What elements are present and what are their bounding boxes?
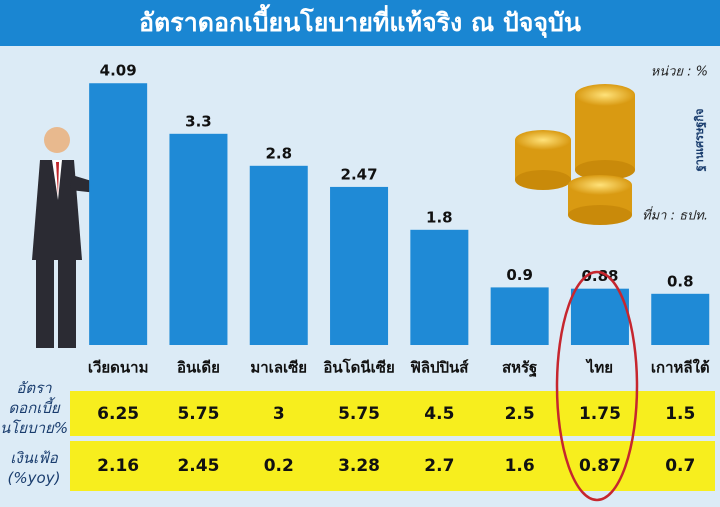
value-label: 0.9 [506, 266, 533, 284]
table-cell: 0.2 [264, 456, 294, 476]
x-tick-label: อินโดนีเซีย [323, 358, 394, 377]
table-cell: 2.45 [177, 456, 219, 476]
bar [169, 133, 228, 345]
table-cell: 2.16 [97, 456, 139, 476]
table-cell: 3.28 [338, 456, 380, 476]
x-tick-label: สหรัฐ [502, 359, 537, 378]
table-cell: 0.87 [579, 456, 621, 476]
table-cell: 2.5 [505, 404, 535, 424]
table-cell: 1.75 [579, 404, 621, 424]
row-label: เงินเฟ้อ (%yoy) [7, 449, 61, 487]
x-tick-label: ฟิลิปปินส์ [410, 359, 469, 377]
unit-note: หน่วย : % [651, 65, 708, 80]
bar [651, 293, 710, 345]
title-bar [0, 0, 720, 46]
logo: ฐานเศรษฐกิจ [693, 109, 707, 172]
table-cell: 1.5 [665, 404, 695, 424]
x-tick-label: มาเลเซีย [250, 359, 307, 377]
bar [330, 186, 389, 345]
table-cell: 2.7 [424, 456, 454, 476]
table-row-bg [70, 441, 715, 491]
value-label: 3.3 [185, 112, 212, 130]
table-cell: 4.5 [424, 404, 454, 424]
table-cell: 6.25 [97, 404, 139, 424]
bar [570, 288, 629, 345]
table-row-bg [70, 391, 715, 436]
bar [249, 165, 308, 345]
value-label: 1.8 [426, 208, 453, 226]
x-tick-label: เกาหลีใต้ [651, 359, 710, 377]
source: ที่มา : ธปท. [642, 206, 708, 224]
value-label: 4.09 [100, 62, 137, 80]
x-tick-label: ไทย [585, 358, 613, 377]
table-cell: 5.75 [338, 404, 380, 424]
bar [490, 287, 549, 345]
coins [515, 84, 635, 225]
table-cell: 0.7 [665, 456, 695, 476]
x-tick-label: อินเดีย [177, 359, 220, 377]
value-label: 0.88 [581, 267, 618, 285]
value-label: 2.8 [265, 144, 292, 162]
table-cell: 5.75 [177, 404, 219, 424]
bar [410, 229, 469, 345]
table-cell: 3 [273, 404, 285, 424]
highlight-ring [555, 270, 639, 502]
value-label: 2.47 [341, 165, 378, 183]
table-cell: 1.6 [505, 456, 535, 476]
bar [89, 83, 148, 346]
row-label: อัตราดอกเบี้ยนโยบาย% [0, 379, 69, 437]
x-tick-label: เวียดนาม [88, 359, 149, 377]
chart-title: อัตราดอกเบี้ยนโยบายที่แท้จริง ณ ปัจจุบัน [139, 3, 581, 39]
value-label: 0.8 [667, 272, 694, 290]
